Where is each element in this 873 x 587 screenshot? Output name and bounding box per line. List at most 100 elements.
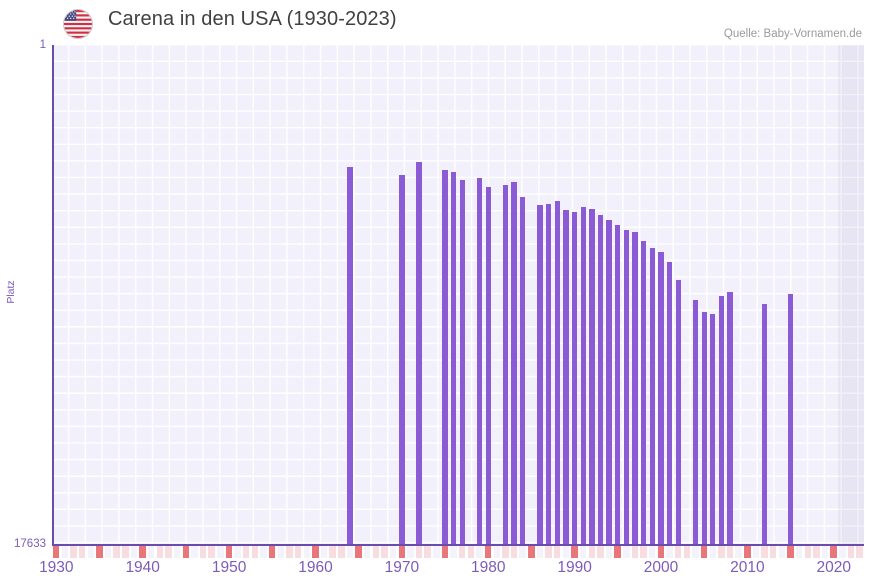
bar-1999[interactable] (649, 248, 656, 545)
x-tick-swatch-1935 (96, 546, 103, 558)
x-tick-swatch-1947 (199, 546, 207, 558)
x-tick-swatch-1944 (173, 546, 181, 558)
x-tick-swatch-1965 (355, 546, 362, 558)
bar-1972[interactable] (416, 162, 422, 545)
x-axis-label-1970: 1970 (384, 559, 420, 576)
x-tick-swatch-1984 (519, 546, 526, 558)
x-tick-swatch-2000 (657, 546, 665, 558)
x-tick-swatch-2007 (718, 546, 725, 558)
bar-1980[interactable] (485, 187, 491, 545)
x-tick-swatch-1988 (554, 546, 561, 558)
x-tick-swatch-1959 (303, 546, 310, 558)
x-tick-swatch-1962 (329, 546, 336, 558)
x-tick-swatch-1941 (148, 546, 155, 558)
bar-1983[interactable] (511, 182, 517, 545)
x-tick-swatch-1956 (277, 546, 285, 558)
x-tick-swatch-2003 (683, 546, 691, 558)
bar-2002[interactable] (675, 280, 681, 545)
x-tick-swatch-1963 (338, 546, 345, 558)
bar-1977[interactable] (459, 180, 465, 545)
x-tick-swatch-1993 (597, 546, 604, 558)
bar-2006[interactable] (710, 314, 716, 545)
bar-1998[interactable] (641, 241, 647, 545)
x-axis-label-1940: 1940 (125, 559, 160, 576)
x-tick-swatch-1932 (70, 546, 77, 558)
x-tick-swatch-1939 (130, 546, 138, 558)
x-tick-swatch-2018 (813, 546, 820, 558)
bar-1982[interactable] (502, 185, 509, 545)
x-tick-swatch-1964 (346, 546, 354, 558)
x-tick-swatch-1992 (588, 546, 595, 558)
bar-1997[interactable] (632, 232, 638, 545)
bar-1988[interactable] (554, 201, 560, 545)
chart-title: Carena in den USA (1930-2023) (108, 8, 397, 30)
bar-1987[interactable] (546, 204, 552, 545)
x-tick-swatch-1952 (243, 546, 250, 558)
x-tick-swatch-1961 (320, 546, 328, 558)
bar-2000[interactable] (658, 252, 664, 545)
x-tick-swatch-1967 (372, 546, 380, 558)
x-axis-label-1930: 1930 (39, 559, 74, 576)
bar-2012[interactable] (761, 304, 768, 545)
x-tick-swatch-1966 (363, 546, 371, 558)
x-tick-swatch-2017 (804, 546, 811, 558)
x-tick-swatch-1972 (415, 546, 423, 558)
x-tick-swatch-1953 (251, 546, 259, 558)
x-tick-swatch-1971 (407, 546, 414, 558)
us-flag-icon (63, 9, 93, 39)
bar-1994[interactable] (606, 220, 612, 545)
source-credit: Quelle: Baby-Vornamen.de (723, 28, 862, 40)
x-tick-swatch-1974 (433, 546, 440, 558)
x-tick-swatch-2020 (830, 546, 837, 558)
y-axis-tick-bottom: 17633 (14, 538, 46, 550)
x-tick-swatch-2023 (856, 546, 863, 558)
x-tick-swatch-1945 (182, 546, 189, 558)
bar-1976[interactable] (451, 172, 457, 545)
x-axis-tick-strip (52, 546, 864, 558)
x-tick-swatch-2016 (795, 546, 803, 558)
x-axis-label-1990: 1990 (557, 559, 592, 576)
x-tick-swatch-1934 (87, 546, 94, 558)
x-tick-swatch-1973 (424, 546, 431, 558)
x-tick-swatch-2006 (709, 546, 716, 558)
bar-1990[interactable] (571, 212, 578, 545)
x-tick-swatch-1976 (450, 546, 457, 558)
bar-2008[interactable] (727, 292, 733, 545)
bar-1996[interactable] (623, 230, 630, 545)
bar-1993[interactable] (597, 215, 604, 545)
y-axis-title: Platz (5, 280, 17, 304)
bar-1979[interactable] (476, 178, 483, 545)
x-tick-swatch-1937 (113, 546, 120, 558)
bar-1964[interactable] (347, 167, 353, 545)
x-tick-swatch-1969 (389, 546, 397, 558)
bar-1975[interactable] (442, 170, 448, 545)
bar-2004[interactable] (692, 300, 699, 545)
bar-1995[interactable] (615, 225, 621, 545)
x-tick-swatch-2011 (752, 546, 760, 558)
bar-2005[interactable] (701, 312, 707, 545)
bar-1984[interactable] (520, 197, 526, 545)
x-tick-swatch-1979 (476, 546, 483, 558)
x-tick-swatch-1987 (545, 546, 552, 558)
x-axis-label-1980: 1980 (470, 559, 506, 576)
x-axis-label-1960: 1960 (298, 559, 333, 576)
x-tick-swatch-2004 (692, 546, 699, 558)
bar-1989[interactable] (563, 210, 569, 545)
bar-1992[interactable] (589, 209, 595, 545)
x-tick-swatch-1938 (122, 546, 129, 558)
bar-2007[interactable] (718, 296, 725, 545)
bar-1991[interactable] (580, 207, 586, 545)
x-tick-swatch-1985 (528, 546, 535, 558)
bar-2015[interactable] (787, 294, 794, 545)
x-tick-swatch-1975 (441, 546, 449, 558)
plot-area (52, 45, 864, 545)
x-tick-swatch-1990 (571, 546, 578, 558)
x-tick-swatch-1977 (459, 546, 466, 558)
bar-1986[interactable] (537, 205, 543, 545)
x-tick-swatch-1931 (61, 546, 69, 558)
bar-1970[interactable] (399, 175, 405, 545)
x-tick-swatch-2013 (769, 546, 777, 558)
bar-2001[interactable] (666, 262, 673, 545)
x-tick-swatch-1957 (286, 546, 293, 558)
x-tick-swatch-2015 (787, 546, 794, 558)
